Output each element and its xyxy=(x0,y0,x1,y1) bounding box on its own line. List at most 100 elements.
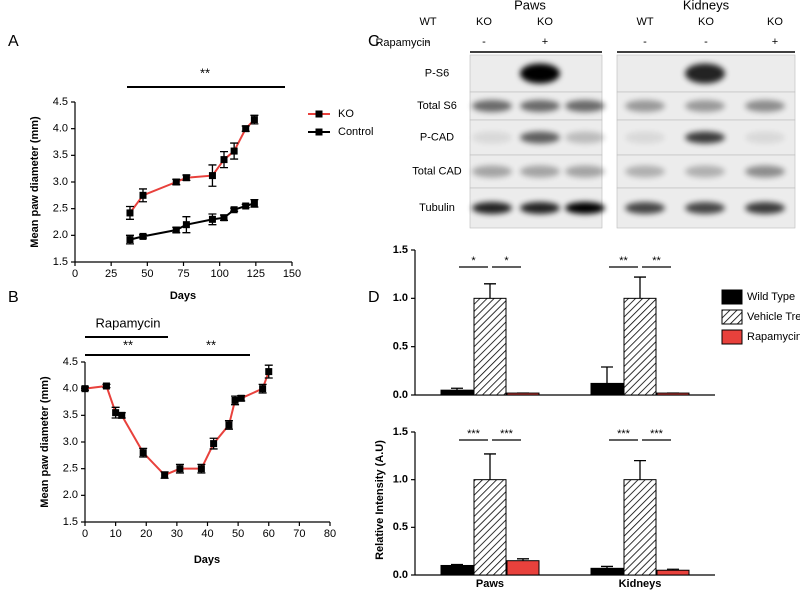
marker xyxy=(231,396,239,404)
y-tick-label: 3.5 xyxy=(63,409,78,421)
y-tick-label: 3.0 xyxy=(53,176,68,188)
blot-band xyxy=(685,202,725,214)
blot-band xyxy=(472,131,512,144)
marker xyxy=(172,178,180,186)
bar xyxy=(623,479,657,576)
y-tick-label: 1.5 xyxy=(63,516,78,528)
blot-band xyxy=(625,131,665,144)
y-tick-label: 0.0 xyxy=(393,569,408,581)
marker xyxy=(102,382,110,390)
blot-band xyxy=(565,100,605,112)
marker xyxy=(176,465,184,473)
x-tick-label: 70 xyxy=(293,528,305,540)
bar xyxy=(590,567,624,576)
x-tick-label: 150 xyxy=(283,268,301,280)
marker xyxy=(230,206,238,214)
row-label: P-S6 xyxy=(425,67,449,79)
x-tick-label: 50 xyxy=(232,528,244,540)
lane-label: KO xyxy=(698,16,714,28)
bar xyxy=(473,297,507,396)
y-tick-label: 1.5 xyxy=(53,256,68,268)
blot-band xyxy=(685,131,725,144)
x-axis-label: Days xyxy=(170,290,196,302)
marker xyxy=(220,214,228,222)
blot-band xyxy=(520,100,560,112)
x-tick-label: 75 xyxy=(177,268,189,280)
x-tick-label: 80 xyxy=(324,528,336,540)
legend-marker xyxy=(315,110,323,118)
x-tick-label: 60 xyxy=(263,528,275,540)
marker xyxy=(126,209,134,217)
x-tick-label: 40 xyxy=(201,528,213,540)
x-tick-label: 20 xyxy=(140,528,152,540)
blot-band xyxy=(565,131,605,144)
annotation: ** xyxy=(619,255,628,267)
treatment-sign: - xyxy=(426,36,430,48)
y-tick-label: 1.0 xyxy=(393,292,408,304)
blot-band xyxy=(745,165,785,178)
marker xyxy=(182,221,190,229)
marker xyxy=(210,440,218,448)
bar xyxy=(473,479,507,576)
blot-band xyxy=(520,63,560,84)
bar xyxy=(440,389,474,396)
legend-swatch xyxy=(721,289,743,305)
group-label: Kidneys xyxy=(683,0,730,12)
legend-swatch xyxy=(721,329,743,345)
y-tick-label: 4.5 xyxy=(53,96,68,108)
marker xyxy=(118,411,126,419)
series-line xyxy=(84,371,270,477)
marker xyxy=(225,421,233,429)
marker xyxy=(259,385,267,393)
blot-band xyxy=(520,202,560,214)
x-axis-label: Days xyxy=(194,554,220,566)
annotation: * xyxy=(504,255,509,267)
x-tick-label: 50 xyxy=(141,268,153,280)
y-axis-label: Relative Intensity (A.U) xyxy=(374,440,386,560)
y-tick-label: 1.5 xyxy=(393,426,408,438)
error-bar xyxy=(601,366,613,384)
y-tick-label: 3.5 xyxy=(53,149,68,161)
annotation: *** xyxy=(467,428,481,440)
y-tick-label: 4.5 xyxy=(63,356,78,368)
marker xyxy=(208,215,216,223)
x-tick-label: 25 xyxy=(105,268,117,280)
x-tick-label: 100 xyxy=(210,268,228,280)
y-tick-label: 4.0 xyxy=(53,123,68,135)
blot-band xyxy=(685,63,725,84)
x-tick-label: 30 xyxy=(171,528,183,540)
error-bar xyxy=(634,276,646,299)
blot-band xyxy=(625,202,665,214)
y-tick-label: 0.5 xyxy=(393,521,408,533)
bar xyxy=(590,382,624,396)
blot-band xyxy=(685,100,725,112)
blot-band xyxy=(625,165,665,178)
y-tick-label: 2.5 xyxy=(53,203,68,215)
marker xyxy=(112,409,120,417)
blot-band xyxy=(520,165,560,178)
lane-label: WT xyxy=(419,16,436,28)
error-bar xyxy=(634,459,646,480)
annotation: *** xyxy=(500,428,514,440)
blot-band xyxy=(472,100,512,112)
series-line xyxy=(129,118,256,214)
treatment-sign: + xyxy=(542,36,548,48)
row-label: Total S6 xyxy=(417,100,457,112)
marker xyxy=(237,394,245,402)
annotation: ** xyxy=(206,337,216,352)
marker xyxy=(139,449,147,457)
marker xyxy=(265,368,273,376)
y-tick-label: 4.0 xyxy=(63,383,78,395)
annotation: ** xyxy=(652,255,661,267)
legend-label: Vehicle Treated xyxy=(747,311,800,323)
marker xyxy=(250,116,258,124)
marker xyxy=(182,174,190,182)
bar xyxy=(656,392,690,396)
treatment-sign: - xyxy=(643,36,647,48)
marker xyxy=(208,172,216,180)
bar xyxy=(656,569,690,576)
x-tick-label: 0 xyxy=(82,528,88,540)
panel-letter: B xyxy=(8,289,19,306)
annotation: *** xyxy=(617,428,631,440)
